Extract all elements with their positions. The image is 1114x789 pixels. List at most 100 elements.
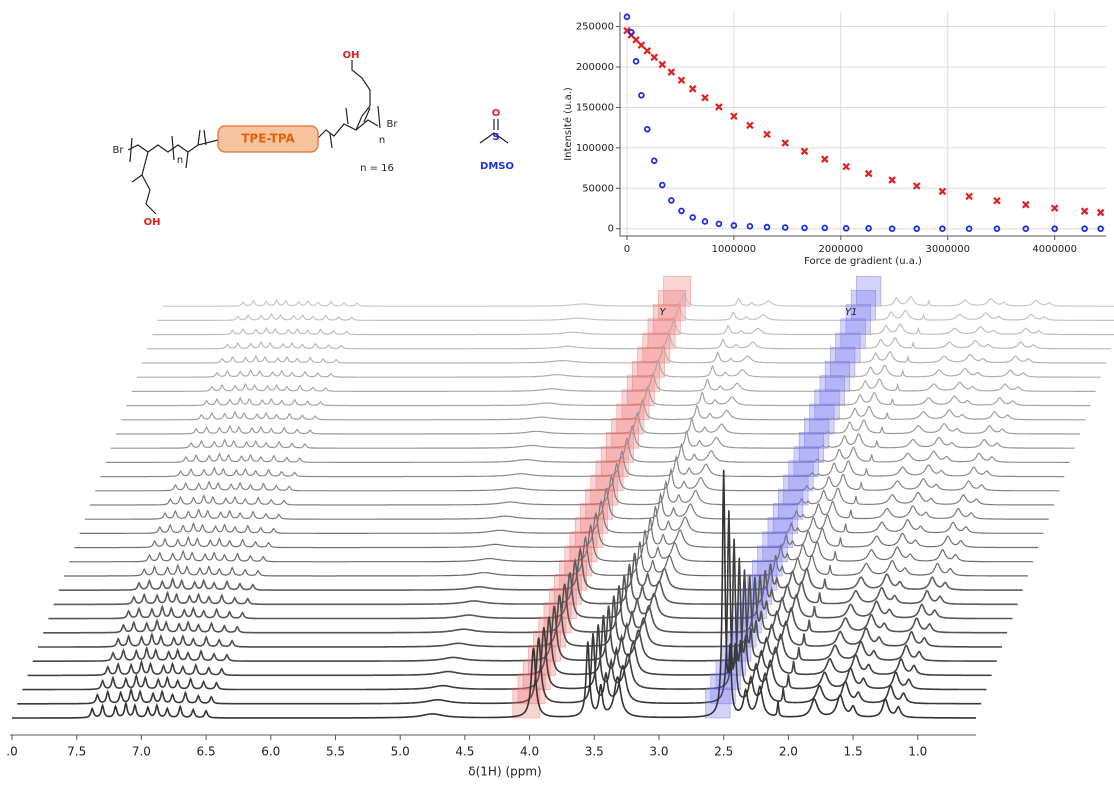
tpe-tpa-box [217,125,319,153]
point [638,91,645,99]
point [650,53,658,62]
point [1096,208,1105,217]
region-band [512,687,541,719]
x-tick-label: 7.5 [67,745,86,759]
x-tick-label: 4.5 [455,745,474,759]
point [888,225,896,233]
x-tick-label: 0 [624,244,630,255]
spectrum-trace [142,346,1106,364]
region-band [783,474,809,506]
x-tick-label: 6.0 [261,745,280,759]
region-band [840,318,866,350]
region-band [778,488,804,520]
x-axis-label: δ(1H) (ppm) [468,765,541,779]
point [864,169,873,178]
region-band [809,403,835,435]
point [993,196,1001,205]
spectrum-trace [12,469,976,719]
point [701,93,709,102]
point [1022,225,1030,233]
region-label: Y1 [845,307,857,318]
structure-label: Br [113,145,125,156]
point [715,103,723,111]
x-tick-label: 2000000 [819,244,864,255]
point [668,197,675,204]
point [913,225,921,233]
region-band [824,361,851,392]
spectrum-trace [152,319,1114,336]
region-band [788,460,814,492]
region-band [850,290,877,321]
point [730,222,738,229]
region-band [845,304,871,335]
point [627,28,635,36]
spectrum-trace [147,332,1112,350]
spectrum-trace [131,372,1096,392]
point [938,187,947,196]
point [842,225,850,232]
point [763,223,771,231]
point [746,121,754,130]
region-band [856,275,882,307]
polymer-structure [127,60,381,215]
spectrum-trace [126,385,1091,407]
region-band [663,275,692,307]
point [701,218,709,225]
structure-label: n = 16 [360,163,394,174]
point [623,13,631,21]
point [801,224,808,232]
region-band [642,332,671,364]
x-tick-label: 4000000 [1032,244,1077,255]
point [821,224,829,232]
y-tick-label: 0 [608,224,614,235]
point [820,155,829,163]
point [1080,207,1089,215]
point [912,182,921,190]
structure-label: n [379,135,385,146]
spectrum-trace [162,292,1114,307]
point [637,41,646,49]
point [781,224,789,231]
point [730,112,738,121]
point [632,58,640,65]
region-band [652,304,681,335]
spectrum-trace [48,572,1013,620]
spectrum-trace [90,474,1054,506]
region-band [835,332,861,364]
spectrum-trace [43,576,1008,634]
spectrum-trace [110,424,1075,449]
spectrum-trace [121,398,1086,421]
spectrum-trace [74,511,1039,549]
x-tick-label: 1.0 [908,745,927,759]
point [1051,225,1058,233]
spectrum-trace [53,557,1018,606]
x-axis-label: Force de gradient (u.a.) [804,256,922,267]
dmso-label: DMSO [480,161,514,172]
spectrum-trace [22,538,987,691]
x-tick-label: 4.0 [520,745,539,759]
point [781,139,789,147]
region-band [793,446,819,477]
y-tick-label: 50000 [582,183,614,194]
point [643,47,652,55]
point [1081,225,1088,233]
x-tick-label: 5.0 [391,745,410,759]
spectrum-trace [69,523,1034,563]
region-band [632,361,660,392]
region-band [647,318,676,350]
x-tick-label: 1.5 [844,745,863,759]
point [746,222,754,230]
x-tick-label: 2.5 [714,745,733,759]
x-tick-label: .0 [6,745,17,759]
point [643,125,651,133]
point [1050,204,1059,212]
tpe-tpa-label: TPE-TPA [241,132,295,146]
y-tick-label: 200000 [576,62,614,73]
spectrum-trace [100,449,1065,478]
point [632,36,640,44]
point [965,192,973,201]
y-tick-label: 100000 [576,143,614,154]
point [678,207,685,215]
x-tick-label: 1000000 [712,244,757,255]
